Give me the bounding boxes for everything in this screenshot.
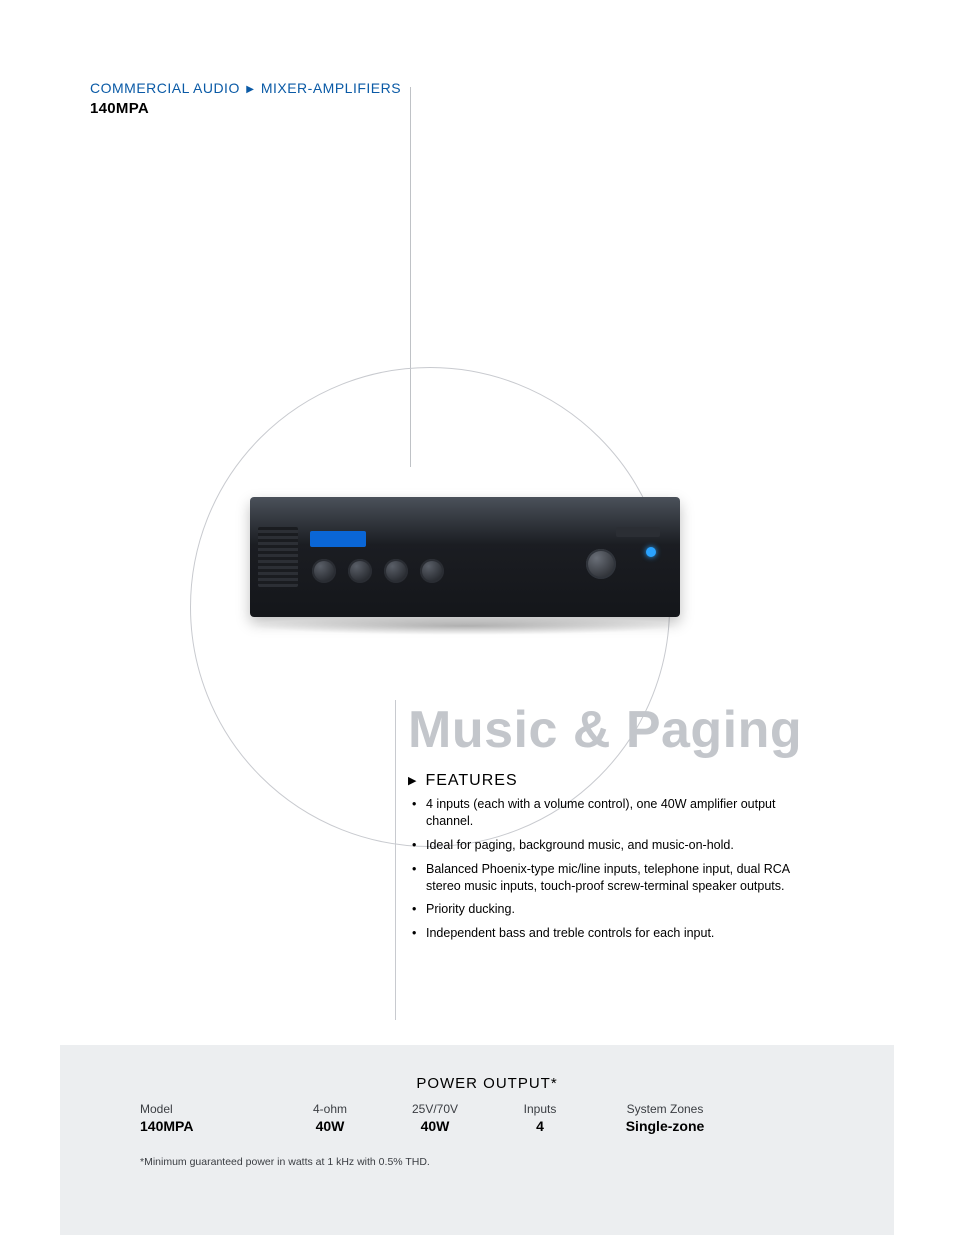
table-header: 4-ohm <box>280 1102 380 1118</box>
power-led-icon <box>646 547 656 557</box>
features-list: 4 inputs (each with a volume control), o… <box>408 796 808 942</box>
feature-item: Independent bass and treble controls for… <box>408 925 808 942</box>
product-logo <box>310 531 366 547</box>
product-vents <box>258 527 298 587</box>
product-knobs <box>312 559 444 583</box>
features-heading: ▶ FEATURES <box>408 772 808 790</box>
feature-item: Balanced Phoenix-type mic/line inputs, t… <box>408 861 808 895</box>
table-cell-zones: Single-zone <box>590 1118 740 1134</box>
product-image <box>250 497 680 617</box>
knob-icon <box>384 559 408 583</box>
feature-item: Priority ducking. <box>408 901 808 918</box>
power-table: Model 4-ohm 25V/70V Inputs System Zones … <box>140 1102 854 1134</box>
features-heading-text: FEATURES <box>425 772 517 789</box>
table-header: Inputs <box>490 1102 590 1118</box>
table-cell-4ohm: 40W <box>280 1118 380 1134</box>
page-title: Music & Paging <box>408 700 802 760</box>
table-header: Model <box>140 1102 280 1118</box>
breadcrumb: COMMERCIAL AUDIO ▶ MIXER-AMPLIFIERS <box>90 80 864 96</box>
power-heading: POWER OUTPUT* <box>120 1075 854 1092</box>
knob-icon <box>420 559 444 583</box>
triangle-icon: ▶ <box>408 775 417 787</box>
power-output-section: POWER OUTPUT* Model 4-ohm 25V/70V Inputs… <box>60 1045 894 1235</box>
breadcrumb-category: COMMERCIAL AUDIO <box>90 80 240 96</box>
model-heading: 140MPA <box>90 100 864 117</box>
knob-icon <box>348 559 372 583</box>
table-cell-model: 140MPA <box>140 1118 280 1134</box>
table-cell-cv: 40W <box>380 1118 490 1134</box>
knob-icon <box>312 559 336 583</box>
power-footnote: *Minimum guaranteed power in watts at 1 … <box>140 1156 854 1168</box>
hero-area <box>90 147 864 707</box>
breadcrumb-subcategory: MIXER-AMPLIFIERS <box>261 80 401 96</box>
table-header: System Zones <box>590 1102 740 1118</box>
product-model-badge <box>616 527 660 537</box>
divider-line-bottom <box>395 700 396 1020</box>
feature-item: 4 inputs (each with a volume control), o… <box>408 796 808 830</box>
feature-item: Ideal for paging, background music, and … <box>408 837 808 854</box>
master-knob-icon <box>586 549 616 579</box>
features-section: ▶ FEATURES 4 inputs (each with a volume c… <box>408 772 808 949</box>
table-cell-inputs: 4 <box>490 1118 590 1134</box>
table-header: 25V/70V <box>380 1102 490 1118</box>
breadcrumb-separator-icon: ▶ <box>246 84 254 95</box>
